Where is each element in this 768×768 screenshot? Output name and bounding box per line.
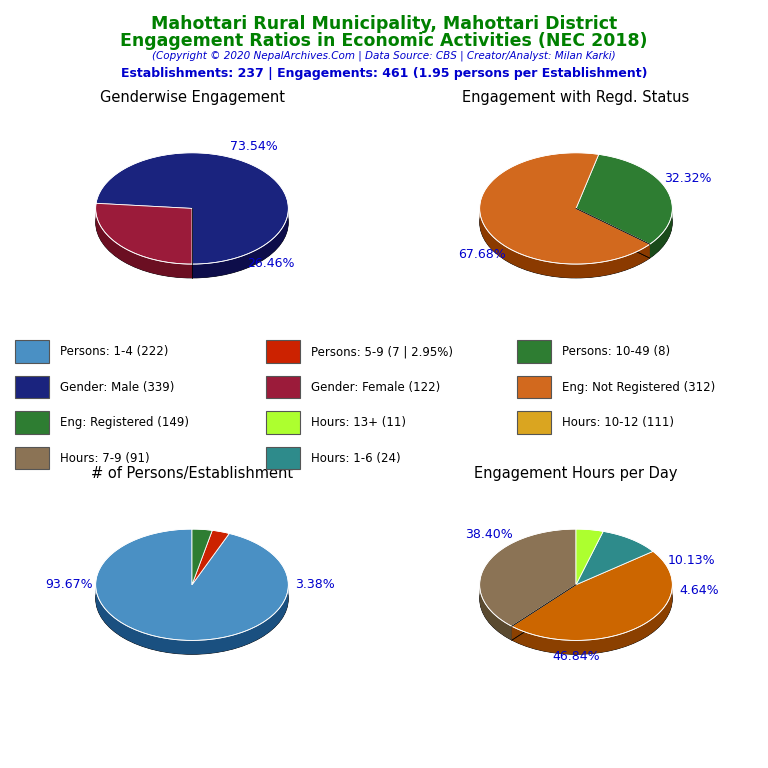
Text: Gender: Male (339): Gender: Male (339) <box>61 381 175 393</box>
Bar <box>15 340 49 363</box>
Polygon shape <box>511 584 576 641</box>
Text: (Copyright © 2020 NepalArchives.Com | Data Source: CBS | Creator/Analyst: Milan : (Copyright © 2020 NepalArchives.Com | Da… <box>152 51 616 61</box>
Bar <box>266 376 300 399</box>
Bar <box>15 447 49 469</box>
Polygon shape <box>576 208 650 258</box>
Text: 3.38%: 3.38% <box>296 578 335 591</box>
Text: 26.46%: 26.46% <box>247 257 295 270</box>
Polygon shape <box>192 529 212 584</box>
Text: Engagement Ratios in Economic Activities (NEC 2018): Engagement Ratios in Economic Activities… <box>121 32 647 50</box>
Polygon shape <box>96 204 192 264</box>
Bar <box>266 340 300 363</box>
Text: 67.68%: 67.68% <box>458 248 505 260</box>
Bar <box>517 376 551 399</box>
Bar <box>15 411 49 434</box>
Text: Persons: 10-49 (8): Persons: 10-49 (8) <box>562 345 670 358</box>
Polygon shape <box>576 531 653 584</box>
Polygon shape <box>96 153 288 264</box>
Polygon shape <box>96 529 288 641</box>
Polygon shape <box>480 153 650 264</box>
Ellipse shape <box>480 167 672 278</box>
Polygon shape <box>96 586 288 654</box>
Title: # of Persons/Establishment: # of Persons/Establishment <box>91 466 293 481</box>
Polygon shape <box>480 210 650 278</box>
Polygon shape <box>192 531 230 584</box>
Polygon shape <box>576 154 672 244</box>
Text: Mahottari Rural Municipality, Mahottari District: Mahottari Rural Municipality, Mahottari … <box>151 15 617 33</box>
Text: Hours: 13+ (11): Hours: 13+ (11) <box>311 416 406 429</box>
Polygon shape <box>511 584 576 641</box>
Text: 38.40%: 38.40% <box>465 528 513 541</box>
Text: Eng: Registered (149): Eng: Registered (149) <box>61 416 190 429</box>
Polygon shape <box>576 529 603 584</box>
Ellipse shape <box>96 167 288 278</box>
Polygon shape <box>480 529 576 626</box>
Text: 73.54%: 73.54% <box>230 141 277 154</box>
Text: Establishments: 237 | Engagements: 461 (1.95 persons per Establishment): Establishments: 237 | Engagements: 461 (… <box>121 67 647 80</box>
Polygon shape <box>576 208 650 258</box>
Polygon shape <box>511 551 672 641</box>
Text: Persons: 5-9 (7 | 2.95%): Persons: 5-9 (7 | 2.95%) <box>311 345 453 358</box>
Bar <box>517 340 551 363</box>
Text: Hours: 1-6 (24): Hours: 1-6 (24) <box>311 452 401 465</box>
Ellipse shape <box>96 543 288 654</box>
Polygon shape <box>480 585 511 641</box>
Polygon shape <box>96 209 192 278</box>
Title: Engagement with Regd. Status: Engagement with Regd. Status <box>462 90 690 104</box>
Ellipse shape <box>480 543 672 654</box>
Text: Gender: Female (122): Gender: Female (122) <box>311 381 441 393</box>
Text: Persons: 1-4 (222): Persons: 1-4 (222) <box>61 345 169 358</box>
Text: Hours: 7-9 (91): Hours: 7-9 (91) <box>61 452 150 465</box>
Polygon shape <box>511 585 672 654</box>
Text: 4.64%: 4.64% <box>679 584 719 598</box>
Title: Engagement Hours per Day: Engagement Hours per Day <box>475 466 677 481</box>
Bar <box>15 376 49 399</box>
Text: 10.13%: 10.13% <box>668 554 716 567</box>
Text: 32.32%: 32.32% <box>664 172 711 185</box>
Title: Genderwise Engagement: Genderwise Engagement <box>100 90 284 104</box>
Text: Hours: 10-12 (111): Hours: 10-12 (111) <box>562 416 674 429</box>
Polygon shape <box>192 210 288 278</box>
Text: Eng: Not Registered (312): Eng: Not Registered (312) <box>562 381 715 393</box>
Bar <box>266 411 300 434</box>
Text: 93.67%: 93.67% <box>45 578 92 591</box>
Text: 46.84%: 46.84% <box>552 650 600 663</box>
Bar <box>517 411 551 434</box>
Polygon shape <box>650 208 672 258</box>
Bar <box>266 447 300 469</box>
